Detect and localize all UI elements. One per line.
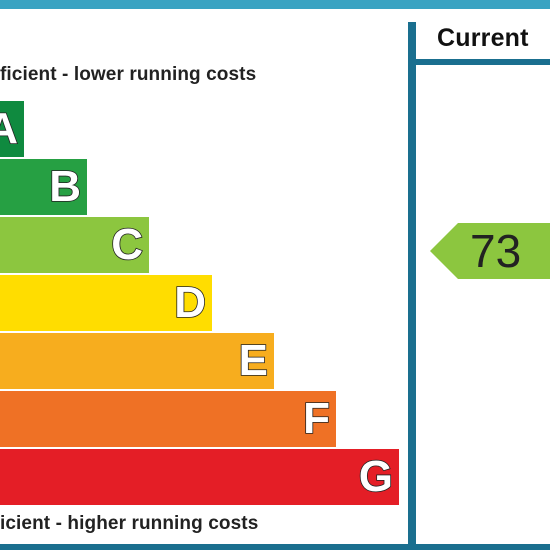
header-rule <box>416 59 550 65</box>
band-e-letter: E <box>238 335 269 386</box>
band-b: B <box>0 159 87 215</box>
bottom-border <box>0 544 550 550</box>
band-c: C <box>0 217 149 273</box>
current-rating-arrow: 73 <box>430 223 550 279</box>
current-rating-arrow-shape <box>430 223 550 279</box>
band-c-letter: C <box>110 219 143 270</box>
band-f: F <box>0 391 336 447</box>
column-divider <box>408 22 416 550</box>
band-f-letter: F <box>302 393 330 444</box>
efficiency-caption-bottom: icient - higher running costs <box>0 513 259 534</box>
current-rating-value: 73 <box>470 225 522 277</box>
band-g-letter: G <box>358 451 394 502</box>
top-border <box>0 0 550 9</box>
band-d-letter: D <box>173 277 206 328</box>
band-a: A <box>0 101 24 157</box>
band-a-letter: A <box>0 103 19 154</box>
band-d: D <box>0 275 212 331</box>
efficiency-caption-top: ficient - lower running costs <box>0 64 257 85</box>
band-e: E <box>0 333 274 389</box>
band-g: G <box>0 449 399 505</box>
band-b-letter: B <box>48 161 81 212</box>
current-column-header: Current <box>437 24 529 52</box>
